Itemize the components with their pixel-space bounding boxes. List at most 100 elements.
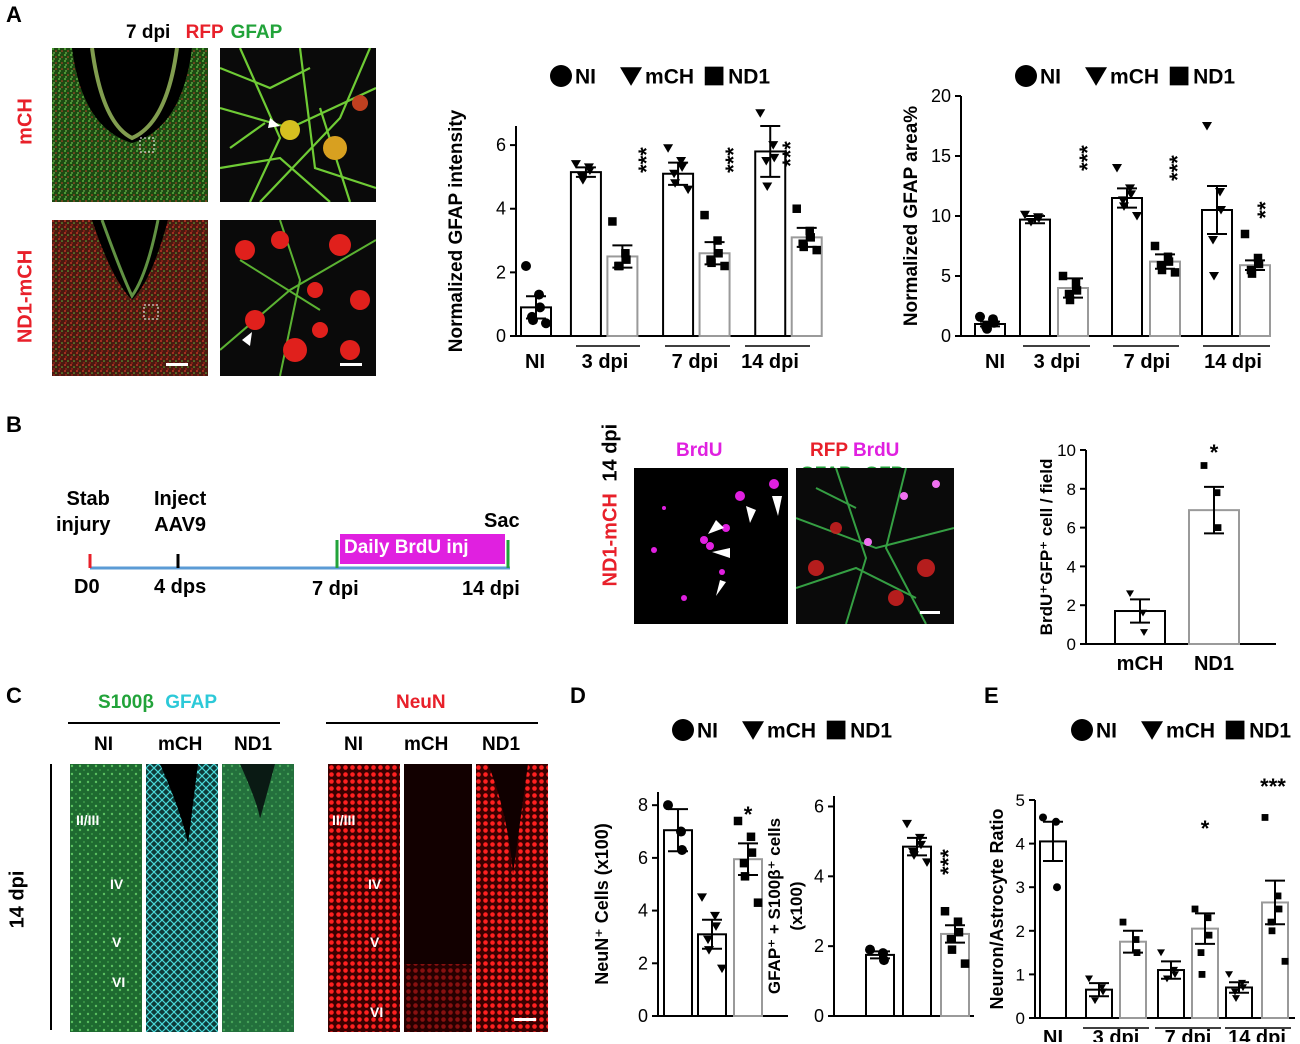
panel-c-group2-header: NeuN <box>396 692 446 713</box>
timeline-stab-label: Stab injury <box>56 486 110 538</box>
data-point <box>1274 892 1282 900</box>
data-point <box>1020 210 1030 220</box>
data-point <box>1157 265 1167 275</box>
y-tick-label: 2 <box>496 262 506 282</box>
data-point <box>947 945 957 954</box>
panel-label-e: E <box>984 683 999 708</box>
legend-marker-nd1 <box>826 720 846 740</box>
y-axis-label: BrdU⁺GFP⁺ cell / field <box>1037 459 1056 636</box>
row-label-nd1-wrap: ND1-mCH <box>6 220 46 370</box>
y-tick-label: 6 <box>1067 519 1076 538</box>
data-point <box>1140 629 1148 636</box>
chart-a-gfap-intensity: NI mCH ND1 0 2 4 6 Normalized GFAP intensity ***… <box>446 65 823 373</box>
data-point <box>755 109 766 118</box>
data-point <box>1026 218 1036 227</box>
data-point <box>528 315 538 326</box>
timeline-inject-label: Inject AAV9 <box>154 486 206 538</box>
panel-a-header: 7 dpi RFP GFAP <box>126 22 282 44</box>
group-label: NI <box>525 351 545 373</box>
legend-marker-mch <box>1085 67 1108 86</box>
legend-marker-mch <box>620 67 643 86</box>
data-point <box>954 927 964 937</box>
y-tick-label: 10 <box>1057 441 1076 460</box>
significance-mark: *** <box>1165 155 1190 181</box>
bar-mch <box>569 171 602 337</box>
significance-mark: * <box>1201 816 1210 841</box>
data-point <box>621 249 630 258</box>
micrograph-b-merge <box>796 468 954 624</box>
legend-label-ni: NI <box>575 66 596 89</box>
panel-label-b: B <box>6 412 22 437</box>
data-point <box>746 832 756 842</box>
significance-mark: *** <box>1075 145 1100 171</box>
data-point <box>946 934 956 944</box>
significance-mark: * <box>744 802 753 827</box>
bar-ni <box>1039 840 1067 1019</box>
y-tick-label: 0 <box>638 1006 648 1026</box>
data-point <box>1205 931 1213 939</box>
micrograph-c-s100-gfap <box>70 764 294 1032</box>
timeline-sac: Sac <box>484 510 520 532</box>
group-label: 14 dpi <box>741 351 799 373</box>
y-tick-label: 2 <box>638 953 648 973</box>
data-point <box>916 840 926 850</box>
data-point <box>762 182 773 191</box>
timeline-4dps: 4 dps <box>154 576 207 598</box>
significance-mark: *** <box>778 141 803 167</box>
data-point <box>1171 971 1179 978</box>
panel-label-a: A <box>6 2 22 27</box>
data-point <box>1052 817 1060 826</box>
panel-b-timeline <box>88 534 510 570</box>
panel-c-gfap: GFAP <box>165 692 217 713</box>
data-point <box>622 255 631 264</box>
data-point <box>1275 905 1283 913</box>
data-point <box>707 258 716 268</box>
data-point <box>1064 289 1074 299</box>
data-point <box>1214 524 1222 531</box>
bar-mch <box>662 172 695 337</box>
legend-marker-ni <box>1015 65 1037 87</box>
data-point <box>1268 927 1276 935</box>
panel-b-brdu2: BrdU <box>852 440 900 461</box>
data-point <box>700 210 709 220</box>
data-point <box>769 153 780 163</box>
data-point <box>960 959 970 968</box>
data-point <box>953 917 963 926</box>
significance-mark: *** <box>721 147 746 173</box>
bar-mch <box>1111 197 1143 337</box>
legend-label-mch: mCH <box>767 720 816 743</box>
group-label: NI <box>985 351 1005 373</box>
data-point <box>669 169 680 179</box>
data-point <box>1164 257 1174 266</box>
data-point <box>1208 236 1218 245</box>
legend-marker-ni <box>1071 719 1093 741</box>
data-point <box>1126 590 1134 598</box>
bar-ni <box>663 829 693 1017</box>
group-label: 7 dpi <box>672 351 719 373</box>
data-point <box>677 163 688 172</box>
y-axis-label: Normalized GFAP area% <box>901 106 922 326</box>
group-label: ND1 <box>1194 653 1234 675</box>
significance-mark: *** <box>634 147 659 173</box>
micrograph-c-neun <box>328 764 548 1032</box>
data-point <box>1132 936 1140 943</box>
data-point <box>676 826 686 837</box>
data-point <box>1213 489 1221 497</box>
significance-mark: *** <box>1260 774 1286 799</box>
timeline-aav: AAV9 <box>154 514 207 536</box>
data-point <box>1254 259 1264 269</box>
y-tick-label: 4 <box>814 866 824 886</box>
legend-marker-ni <box>672 719 694 741</box>
significance-mark: *** <box>936 849 961 875</box>
legend-label-ni: NI <box>1040 66 1061 89</box>
data-point <box>1163 252 1173 262</box>
data-point <box>1133 949 1141 956</box>
group-label: 14 dpi <box>1204 351 1262 373</box>
data-point <box>909 851 919 860</box>
y-tick-label: 0 <box>941 326 951 346</box>
data-point <box>584 166 595 176</box>
group-label: 7 dpi <box>1165 1027 1212 1042</box>
panel-b-side-nd1: ND1-mCH <box>599 493 622 587</box>
significance-mark: ** <box>1253 201 1278 219</box>
